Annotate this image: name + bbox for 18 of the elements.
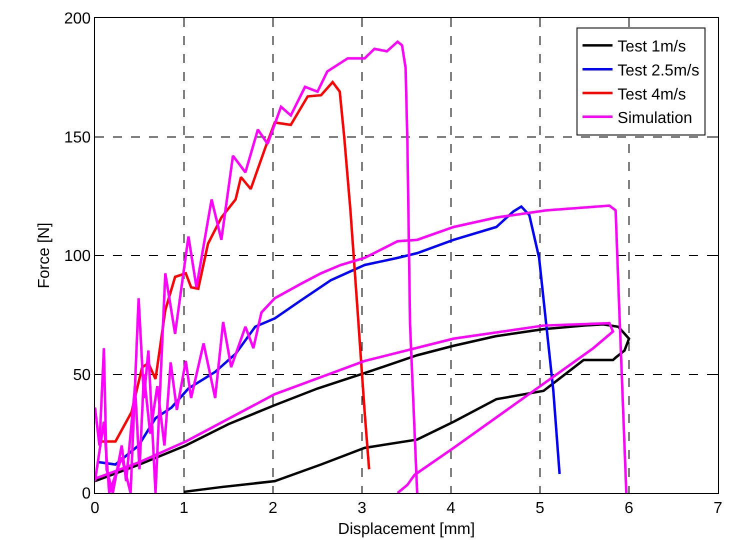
y-tick-label: 100: [64, 248, 91, 266]
y-tick-label: 150: [64, 129, 91, 146]
x-tick-label: 2: [268, 500, 278, 518]
y-tick-label: 50: [73, 366, 91, 384]
legend-label: Test 4m/s: [618, 86, 686, 104]
legend-label: Test 1m/s: [618, 38, 686, 56]
x-tick-label: 1: [180, 500, 189, 518]
y-axis-title: Force [N]: [36, 222, 53, 288]
x-axis-title: Displacement [mm]: [338, 520, 475, 538]
x-tick-label: 7: [714, 500, 723, 518]
legend-label: Simulation: [618, 110, 692, 128]
x-tick-label: 6: [624, 500, 634, 518]
x-tick-label: 5: [536, 500, 545, 518]
x-tick-label: 3: [358, 500, 367, 518]
y-tick-label: 200: [64, 10, 91, 28]
legend-label: Test 2.5m/s: [618, 62, 700, 80]
x-tick-label: 4: [446, 500, 456, 518]
y-tick-label: 0: [82, 486, 91, 503]
